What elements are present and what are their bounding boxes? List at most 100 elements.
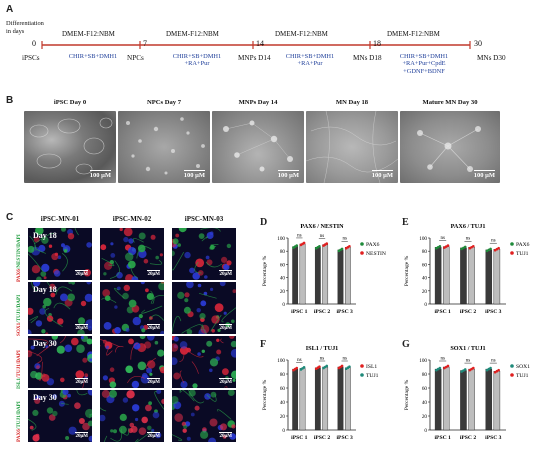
bar bbox=[460, 247, 467, 305]
column-head-3: iPSC-MN-03 bbox=[184, 215, 224, 223]
significance-label: ns bbox=[342, 237, 347, 242]
segment-1-medium: DMEM-F12:NBM bbox=[62, 30, 115, 38]
chart-title: ISL1 / TUJ1 bbox=[306, 345, 339, 352]
chart-panel-f: F ISL1 / TUJ1 0 20 40 60 80 100 Percentage % ns iP… bbox=[260, 339, 379, 441]
bar bbox=[337, 249, 344, 305]
bar bbox=[292, 368, 299, 431]
fluorescence-texture bbox=[172, 390, 236, 442]
row-label-3: ISL1/TUJ1/DAPI bbox=[16, 350, 22, 389]
fluorescence-image: 20μM bbox=[172, 282, 236, 334]
data-point bbox=[463, 368, 467, 371]
significance-label: ns bbox=[491, 359, 496, 364]
legend-label: PAX6 bbox=[516, 242, 530, 248]
data-point bbox=[497, 246, 500, 250]
fluorescence-image: Day 18 20μM bbox=[28, 282, 92, 334]
row-3-stain-primary: ISL1 bbox=[16, 378, 22, 389]
legend-label: NESTIN bbox=[366, 251, 386, 257]
fluorescence-image: 20μM bbox=[172, 228, 236, 280]
column-head-2: iPSC-MN-02 bbox=[112, 215, 152, 223]
bar bbox=[299, 368, 306, 431]
y-axis-label: Percentage % bbox=[404, 255, 410, 286]
data-point bbox=[497, 368, 500, 372]
y-tick-label: 20 bbox=[280, 289, 286, 295]
fluorescence-scale-bar: 20μM bbox=[147, 432, 160, 439]
x-tick-label: iPSC 1 bbox=[435, 435, 452, 441]
stage-name-mns-d18: MNs D18 bbox=[353, 54, 382, 62]
y-tick-label: 60 bbox=[280, 386, 286, 392]
y-axis-label: Percentage % bbox=[404, 379, 410, 410]
fluorescence-scale-bar: 20μM bbox=[219, 432, 232, 439]
legend-marker bbox=[510, 364, 514, 368]
data-point bbox=[463, 245, 467, 249]
data-point bbox=[318, 244, 321, 248]
row-label-2: SOX1/TUJ1/DAPI bbox=[16, 295, 22, 336]
fluorescence-day-label: Day 30 bbox=[33, 339, 57, 348]
fluorescence-image: 20μM bbox=[100, 282, 164, 334]
panel-b-letter: B bbox=[6, 95, 14, 106]
y-tick-label: 20 bbox=[280, 414, 286, 420]
fluorescence-scale-bar: 20μM bbox=[219, 270, 232, 277]
x-tick-label: iPSC 2 bbox=[314, 435, 331, 441]
bar bbox=[434, 247, 442, 305]
stage-day-0: 0 bbox=[32, 39, 36, 48]
legend-label: SOX1 bbox=[516, 364, 530, 370]
x-tick-label: iPSC 2 bbox=[314, 309, 331, 315]
fluorescence-image: 20μM bbox=[100, 336, 164, 388]
fluorescence-texture bbox=[100, 390, 164, 442]
row-2-stain-primary: SOX1 bbox=[16, 322, 22, 336]
fluorescence-scale-bar: 20μM bbox=[147, 378, 160, 385]
fluorescence-texture bbox=[28, 228, 92, 280]
x-tick-label: iPSC 1 bbox=[291, 309, 308, 315]
column-head-1: iPSC-MN-01 bbox=[40, 215, 80, 223]
micro-image-mn18: 100 μM bbox=[306, 111, 398, 183]
fluorescence-texture bbox=[100, 228, 163, 280]
fluorescence-day-label: Day 18 bbox=[33, 231, 57, 240]
fluorescence-image: 20μM bbox=[100, 228, 164, 280]
data-point bbox=[348, 365, 351, 368]
fluorescence-image: Day 30 20μM bbox=[28, 390, 92, 442]
stage-name-mns-d30: MNs D30 bbox=[477, 54, 506, 62]
data-point bbox=[489, 366, 492, 370]
row-4-stain-primary: PAX6 bbox=[16, 429, 22, 442]
y-tick-label: 100 bbox=[419, 236, 427, 242]
y-axis-label: Percentage % bbox=[262, 255, 268, 286]
fluorescence-scale-bar: 20μM bbox=[75, 270, 88, 277]
y-tick-label: 20 bbox=[422, 414, 428, 420]
micro-label-5: Mature MN Day 30 bbox=[422, 99, 478, 106]
segment-2-factors: CHIR+SB+DMH1 +RA+Pur bbox=[172, 53, 222, 68]
row-4-stain-rest: /TUJ1/DAPI bbox=[16, 401, 22, 430]
bar bbox=[485, 249, 493, 305]
chart-title: SOX1 / TUJ1 bbox=[450, 345, 485, 352]
row-3-stain-rest: /TUJ1/DAPI bbox=[16, 350, 22, 379]
y-tick-label: 60 bbox=[422, 386, 428, 392]
legend-label: PAX6 bbox=[366, 242, 380, 248]
significance-label: ns bbox=[320, 234, 325, 239]
bar bbox=[299, 243, 306, 305]
fluorescence-scale-bar: 20μM bbox=[75, 432, 88, 439]
x-tick-label: iPSC 1 bbox=[291, 435, 308, 441]
fluorescence-texture bbox=[100, 336, 164, 388]
bar bbox=[442, 366, 450, 431]
x-tick-label: iPSC 1 bbox=[435, 309, 452, 315]
bar bbox=[322, 244, 329, 305]
stage-day-18: 18 bbox=[373, 39, 381, 48]
chart-panel-g: G SOX1 / TUJ1 0 20 40 60 80 100 Percentage % ns iP… bbox=[402, 339, 530, 441]
legend-marker bbox=[510, 373, 514, 377]
data-point bbox=[325, 242, 329, 245]
stage-day-30: 30 bbox=[474, 39, 482, 48]
fluorescence-image: 20μM bbox=[172, 390, 236, 442]
x-tick-label: iPSC 3 bbox=[337, 435, 354, 441]
bar bbox=[344, 247, 351, 305]
micro-scale-5: 100 μM bbox=[473, 169, 496, 179]
data-point bbox=[472, 244, 475, 248]
significance-label: ns bbox=[297, 233, 302, 238]
bar bbox=[442, 246, 450, 305]
panel-letter: G bbox=[402, 339, 410, 350]
fluorescence-image: 20μM bbox=[172, 336, 236, 388]
bar bbox=[314, 367, 321, 431]
bar bbox=[314, 247, 321, 305]
y-tick-label: 20 bbox=[422, 289, 428, 295]
fluorescence-scale-bar: 20μM bbox=[147, 270, 160, 277]
micro-texture-4 bbox=[306, 111, 398, 183]
y-tick-label: 0 bbox=[282, 428, 285, 434]
